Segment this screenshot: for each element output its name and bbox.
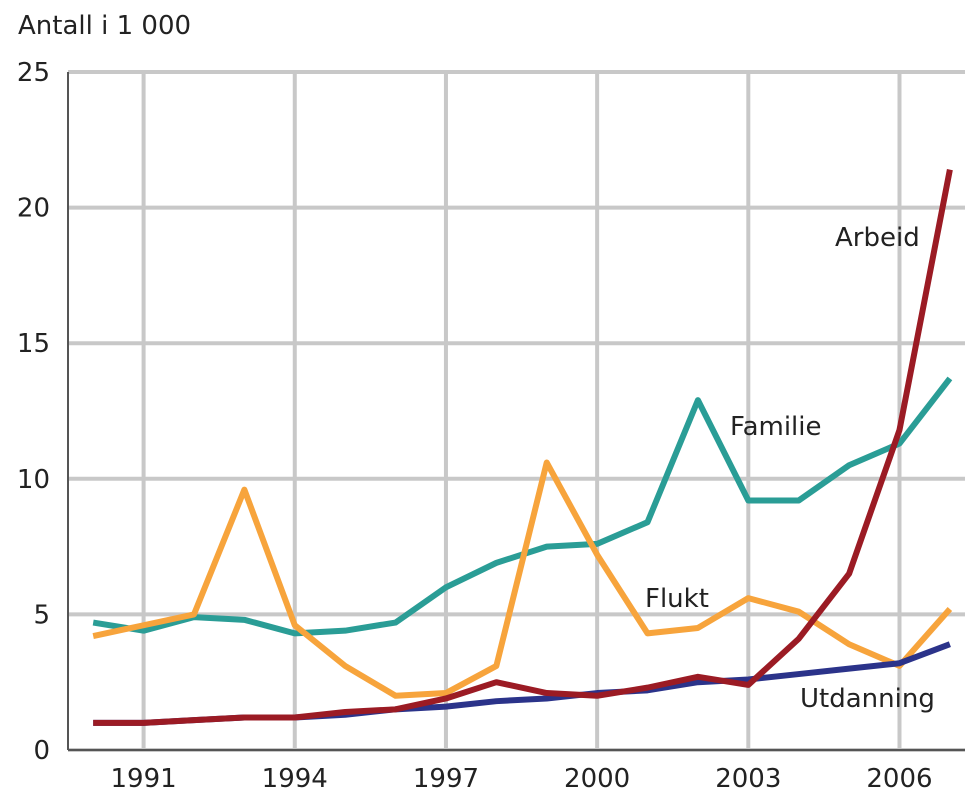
y-tick-label: 20 [17,194,50,224]
y-tick-label: 15 [17,329,50,359]
x-tick-label: 1994 [262,764,328,794]
y-tick-label: 5 [33,600,50,630]
y-tick-label: 0 [33,736,50,766]
series-label: Arbeid [835,223,920,253]
x-tick-label: 2000 [564,764,630,794]
series-label: Familie [730,412,822,442]
series-label: Utdanning [800,684,935,714]
x-tick-label: 1997 [413,764,479,794]
x-tick-label: 2003 [715,764,781,794]
x-tick-label: 1991 [111,764,177,794]
y-tick-label: 10 [17,465,50,495]
y-tick-label: 25 [17,58,50,88]
y-axis-label: Antall i 1 000 [18,11,191,41]
series-label: Flukt [645,584,709,614]
series-line [92,459,953,699]
x-tick-label: 2006 [866,764,932,794]
series-line [93,169,953,726]
